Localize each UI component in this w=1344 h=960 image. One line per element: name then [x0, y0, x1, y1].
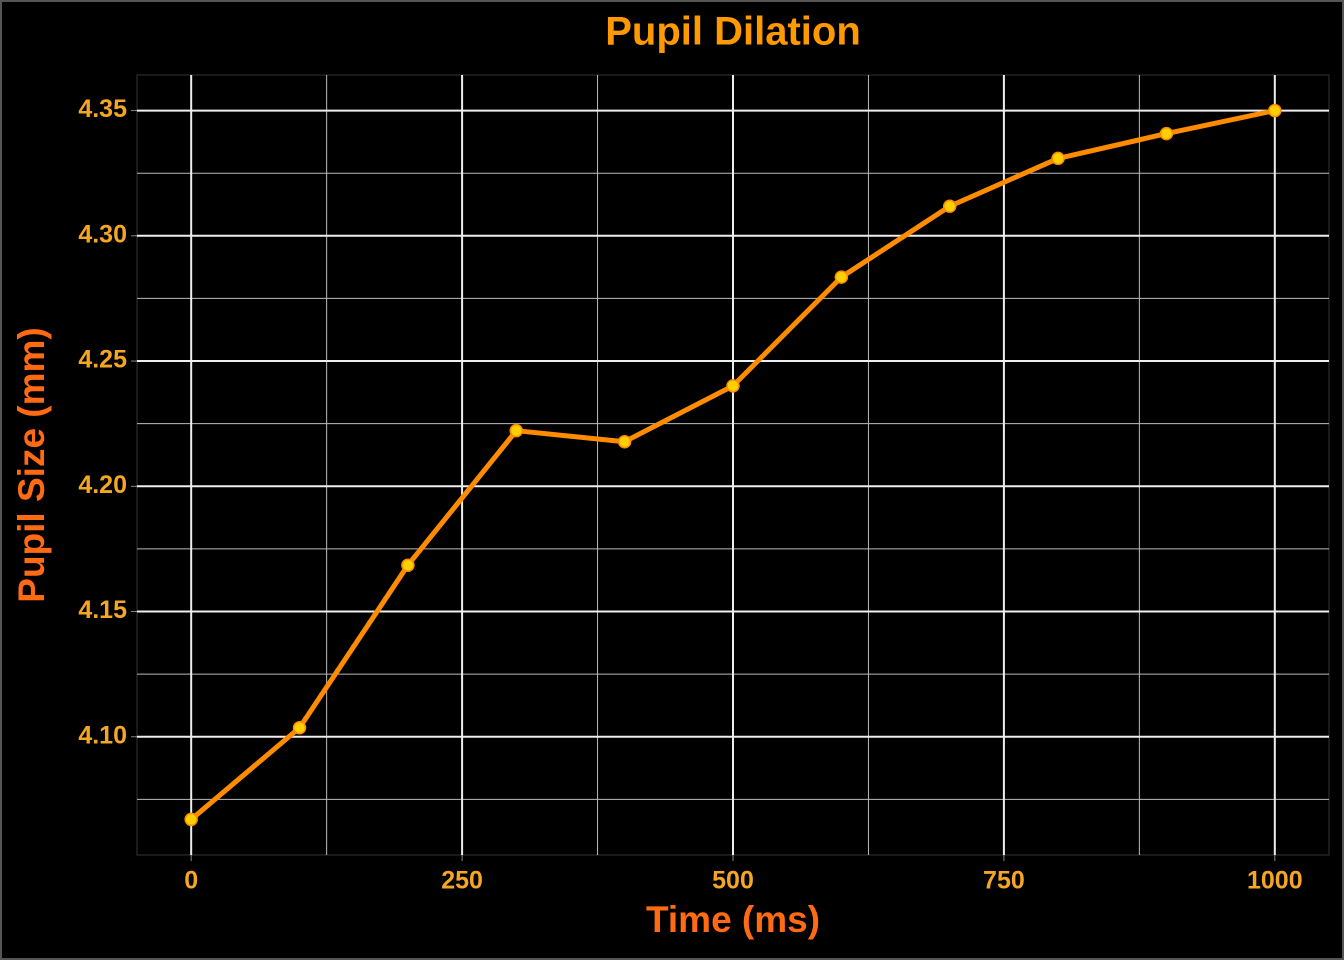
y-axis-title: Pupil Size (mm) [11, 327, 52, 602]
y-tick-label: 4.30 [78, 220, 127, 248]
x-tick-label: 250 [441, 867, 483, 895]
point [1268, 103, 1282, 118]
point [942, 199, 957, 214]
point [184, 812, 198, 827]
x-tick-label: 1000 [1247, 867, 1303, 895]
y-tick-label: 4.10 [78, 721, 127, 749]
point [834, 270, 849, 284]
y-tick-label: 4.20 [78, 471, 127, 499]
y-tick-label: 4.25 [78, 346, 127, 374]
point [1051, 151, 1065, 166]
chart-title: Pupil Dilation [605, 10, 861, 54]
x-tick-label: 500 [712, 867, 754, 895]
point [1159, 126, 1174, 141]
point [292, 721, 307, 735]
x-tick-label: 0 [184, 867, 198, 895]
point [726, 379, 740, 393]
point [617, 434, 632, 449]
point [401, 558, 415, 572]
x-tick-label: 750 [983, 867, 1025, 895]
x-axis-title: Time (ms) [646, 899, 820, 940]
y-tick-label: 4.15 [78, 596, 127, 624]
y-tick-label: 4.35 [78, 95, 127, 123]
point [509, 423, 524, 438]
